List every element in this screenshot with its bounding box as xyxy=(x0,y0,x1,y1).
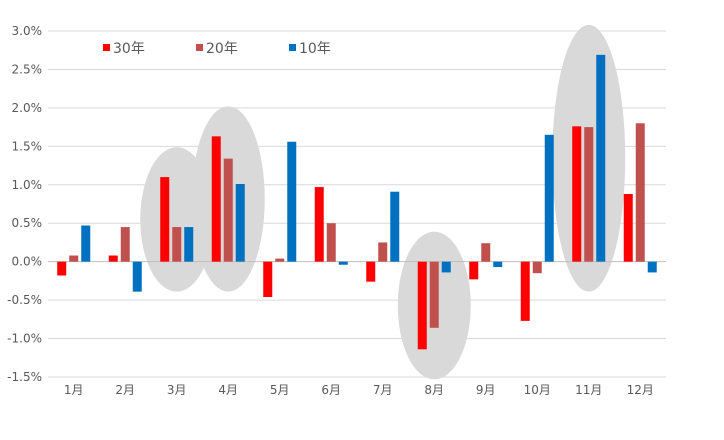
bar-30年-12月 xyxy=(623,194,633,262)
bar-30年-7月 xyxy=(366,261,376,282)
legend-swatch xyxy=(196,44,203,51)
bar-20年-1月 xyxy=(69,255,79,262)
bar-20年-11月 xyxy=(584,127,594,262)
bar-10年-12月 xyxy=(647,261,657,273)
bar-10年-7月 xyxy=(390,191,400,262)
bar-20年-6月 xyxy=(326,223,336,262)
y-tick-label: 2.5% xyxy=(12,62,43,76)
legend-swatch xyxy=(289,44,296,51)
bar-10年-10月 xyxy=(544,134,554,262)
gridline-group xyxy=(48,30,666,378)
bar-20年-10月 xyxy=(532,261,542,274)
y-tick-label: -1.0% xyxy=(7,332,42,346)
x-tick-label: 10月 xyxy=(524,383,551,397)
x-tick-label: 12月 xyxy=(627,383,654,397)
x-tick-label: 3月 xyxy=(167,383,187,397)
x-tick-label: 11月 xyxy=(575,383,602,397)
bar-group xyxy=(57,54,657,350)
y-tick-label: 0.5% xyxy=(12,216,43,230)
bar-10年-9月 xyxy=(493,261,503,268)
bar-10年-4月 xyxy=(235,184,245,262)
bar-30年-6月 xyxy=(314,187,324,262)
legend-label: 10年 xyxy=(299,41,331,57)
y-tick-label: 1.5% xyxy=(12,139,43,153)
bar-10年-11月 xyxy=(596,54,606,262)
legend: 30年 20年 10年 xyxy=(103,41,331,57)
x-tick-label: 7月 xyxy=(373,383,393,397)
bar-30年-10月 xyxy=(520,261,530,321)
bar-30年-2月 xyxy=(108,255,118,262)
x-tick-label: 8月 xyxy=(424,383,444,397)
y-tick-label: 0.0% xyxy=(12,255,43,269)
bar-30年-4月 xyxy=(211,136,221,262)
x-tick-label: 6月 xyxy=(321,383,341,397)
legend-swatch xyxy=(103,44,110,51)
y-tick-label: 3.0% xyxy=(12,24,43,38)
x-tick-label: 5月 xyxy=(270,383,290,397)
y-tick-label: 1.0% xyxy=(12,178,43,192)
legend-label: 20年 xyxy=(206,41,238,57)
bar-10年-3月 xyxy=(184,227,194,262)
bar-30年-3月 xyxy=(160,177,170,262)
x-tick-label: 2月 xyxy=(115,383,135,397)
y-tick-label: -0.5% xyxy=(7,293,42,307)
x-tick-labels: 1月 2月 3月 4月 5月 6月 7月 8月 9月 10月 11月 12月 xyxy=(64,383,654,397)
bar-30年-8月 xyxy=(417,261,427,350)
x-tick-label: 1月 xyxy=(64,383,84,397)
y-tick-label: 2.0% xyxy=(12,101,43,115)
bar-20年-8月 xyxy=(429,261,439,328)
y-tick-labels: 3.0% 2.5% 2.0% 1.5% 1.0% 0.5% 0.0% -0.5% -1.0% -1… xyxy=(7,24,42,384)
bar-20年-7月 xyxy=(378,242,388,262)
bar-20年-5月 xyxy=(275,258,285,262)
x-tick-label: 9月 xyxy=(476,383,496,397)
bar-20年-4月 xyxy=(223,158,233,262)
legend-label: 30年 xyxy=(113,41,145,57)
bar-20年-12月 xyxy=(635,123,645,262)
bar-10年-2月 xyxy=(132,261,142,292)
bar-30年-1月 xyxy=(57,261,67,276)
x-tick-label: 4月 xyxy=(218,383,238,397)
bar-10年-8月 xyxy=(441,261,451,273)
bar-20年-3月 xyxy=(172,227,182,262)
bar-10年-5月 xyxy=(287,141,297,262)
bar-20年-9月 xyxy=(481,243,491,262)
bar-10年-6月 xyxy=(338,261,348,265)
bar-10年-1月 xyxy=(81,225,91,262)
y-tick-label: -1.5% xyxy=(7,370,42,384)
bar-30年-11月 xyxy=(572,126,582,262)
bar-20年-2月 xyxy=(120,227,130,262)
bar-30年-9月 xyxy=(469,261,479,280)
bar-30年-5月 xyxy=(263,261,273,298)
